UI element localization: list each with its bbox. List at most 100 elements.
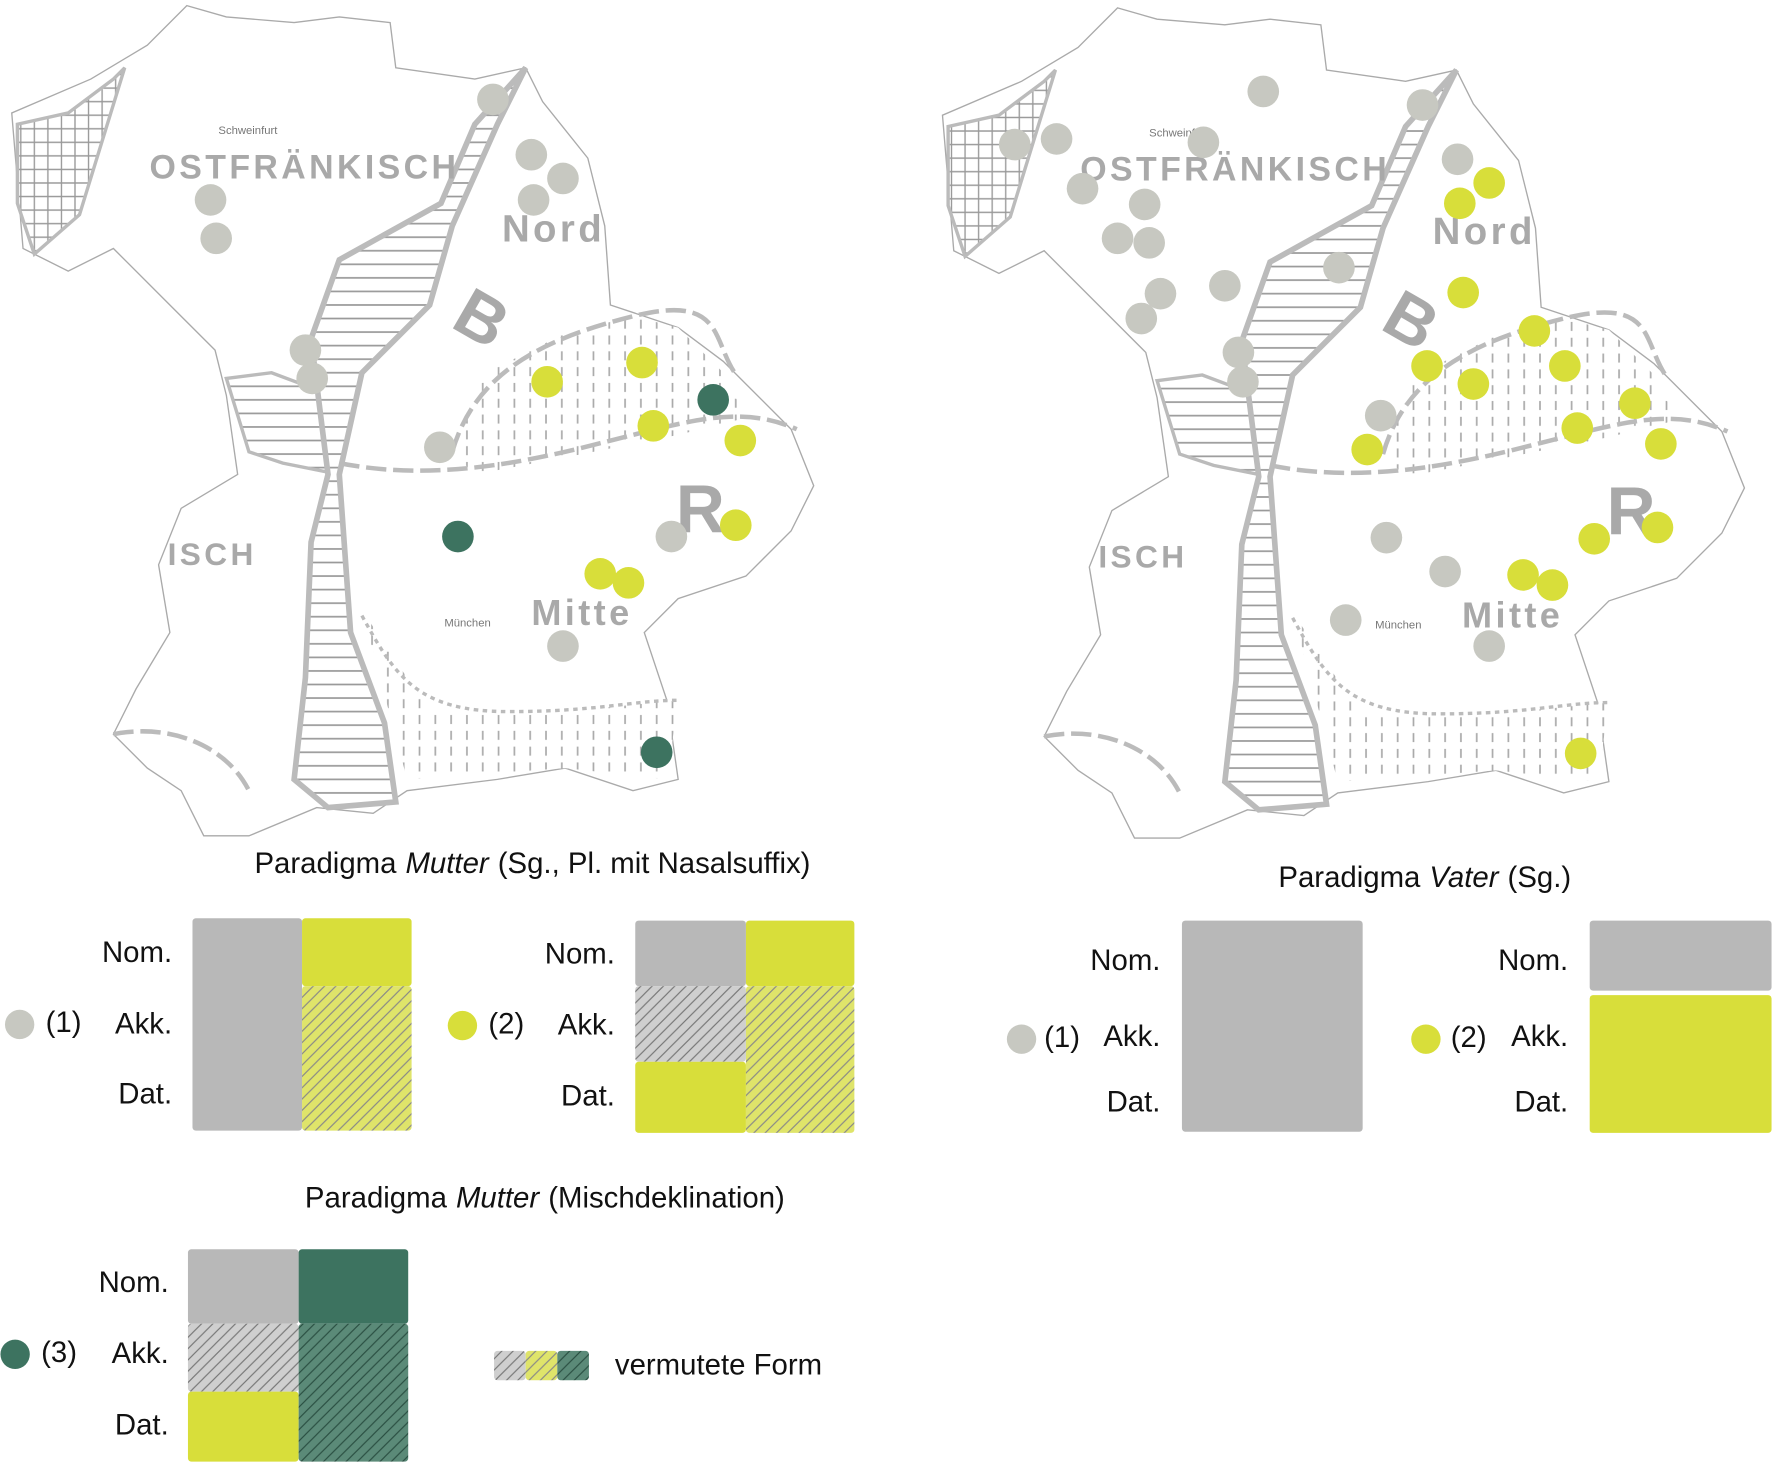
legend-label: vermutete Form: [615, 1348, 822, 1381]
type-dot: [4, 1009, 35, 1040]
city-label: München: [444, 617, 490, 629]
location-dot: [1473, 630, 1505, 662]
location-dot: [1370, 521, 1403, 554]
case-label: Akk.: [112, 1337, 169, 1370]
region-label: Nord: [1433, 210, 1536, 253]
location-dot: [1040, 123, 1073, 155]
title-part: Mutter: [405, 847, 489, 880]
type-label: (1): [1044, 1021, 1080, 1054]
cell: [1181, 920, 1363, 1132]
location-dot: [1549, 350, 1581, 382]
title-part: Paradigma: [1278, 861, 1421, 894]
location-dot: [1536, 569, 1569, 601]
location-dot: [724, 424, 757, 457]
location-dot: [637, 410, 670, 442]
location-dot: [424, 431, 456, 464]
region-label: OSTFRÄNKISCH: [150, 148, 460, 186]
title-part: (Mischdeklination): [548, 1181, 785, 1214]
location-dot: [1209, 269, 1241, 302]
cell: [298, 1249, 409, 1324]
type-dot: [1411, 1024, 1441, 1054]
location-dot: [1443, 187, 1476, 220]
cell: [635, 1061, 746, 1133]
location-dot: [477, 83, 509, 116]
case-label: Nom.: [1090, 944, 1160, 977]
location-dot: [296, 362, 329, 395]
location-dot: [655, 520, 688, 553]
cell-presumed: [187, 1323, 299, 1392]
location-dot: [547, 162, 579, 195]
type-dot: [0, 1339, 30, 1369]
paradigm-title: Paradigma Mutter (Sg., Pl. mit Nasalsuffix…: [254, 847, 810, 880]
location-dot: [531, 365, 563, 398]
map-left: [12, 6, 814, 836]
legend-swatch: [557, 1350, 589, 1381]
location-dot: [719, 509, 752, 542]
title-part: Mutter: [456, 1181, 540, 1214]
location-dot: [200, 222, 233, 255]
region-label: Nord: [502, 208, 605, 251]
location-dot: [697, 384, 729, 416]
paradigm-title: Paradigma Mutter (Mischdeklination): [305, 1181, 785, 1214]
location-dot: [1323, 251, 1355, 284]
cell-presumed: [635, 986, 746, 1062]
location-dot: [1473, 167, 1505, 199]
location-dot: [1406, 89, 1439, 121]
cell: [1589, 920, 1772, 991]
cell: [192, 918, 303, 1131]
location-dot: [1645, 428, 1677, 460]
city-label: Schweinfurt: [218, 125, 278, 137]
location-dot: [584, 557, 617, 590]
legend-swatch: [494, 1350, 526, 1381]
location-dot: [1128, 188, 1161, 221]
cell: [1589, 995, 1772, 1133]
location-dot: [1641, 511, 1674, 544]
location-dot: [1351, 433, 1383, 466]
location-dot: [1066, 172, 1099, 205]
type-label: (1): [46, 1006, 82, 1039]
title-part: (Sg., Pl. mit Nasalsuffix): [498, 847, 811, 880]
location-dot: [1457, 368, 1490, 400]
location-dot: [1329, 604, 1362, 636]
type-label: (3): [41, 1336, 77, 1369]
location-dot: [640, 736, 673, 769]
type-dot: [447, 1010, 478, 1041]
type-dot: [1006, 1024, 1037, 1054]
region-label: Mitte: [1462, 594, 1563, 635]
location-dot: [1187, 126, 1220, 159]
type-label: (2): [1451, 1021, 1487, 1054]
location-dot: [515, 138, 548, 171]
title-part: (Sg.): [1508, 861, 1572, 894]
location-dot: [1429, 555, 1461, 588]
paradigm-title: Paradigma Vater (Sg.): [1278, 861, 1571, 894]
case-label: Dat.: [118, 1077, 172, 1110]
region-label: OSTFRÄNKISCH: [1080, 151, 1390, 189]
case-label: Nom.: [545, 937, 615, 970]
case-label: Dat.: [1514, 1085, 1568, 1118]
cell: [635, 920, 746, 987]
region-label: Mitte: [531, 592, 632, 633]
cell: [745, 920, 855, 987]
location-dot: [194, 184, 227, 216]
legend-swatch: [525, 1350, 558, 1381]
location-dot: [1518, 315, 1551, 347]
location-dot: [1222, 336, 1255, 369]
location-dot: [626, 346, 658, 379]
cell: [187, 1391, 299, 1462]
case-label: Akk.: [1511, 1020, 1568, 1053]
title-part: Vater: [1429, 861, 1499, 894]
location-dot: [998, 128, 1031, 161]
location-dot: [1564, 737, 1597, 770]
location-dot: [1561, 412, 1594, 444]
city-label: Schweinfurt: [1149, 127, 1209, 139]
location-dot: [1125, 302, 1158, 335]
case-label: Dat.: [115, 1408, 169, 1441]
type-label: (2): [488, 1007, 524, 1040]
location-dot: [1227, 365, 1259, 398]
location-dot: [547, 630, 579, 662]
case-label: Nom.: [1498, 944, 1568, 977]
location-dot: [1619, 387, 1651, 420]
location-dot: [1411, 350, 1443, 382]
location-dot: [1447, 276, 1480, 309]
